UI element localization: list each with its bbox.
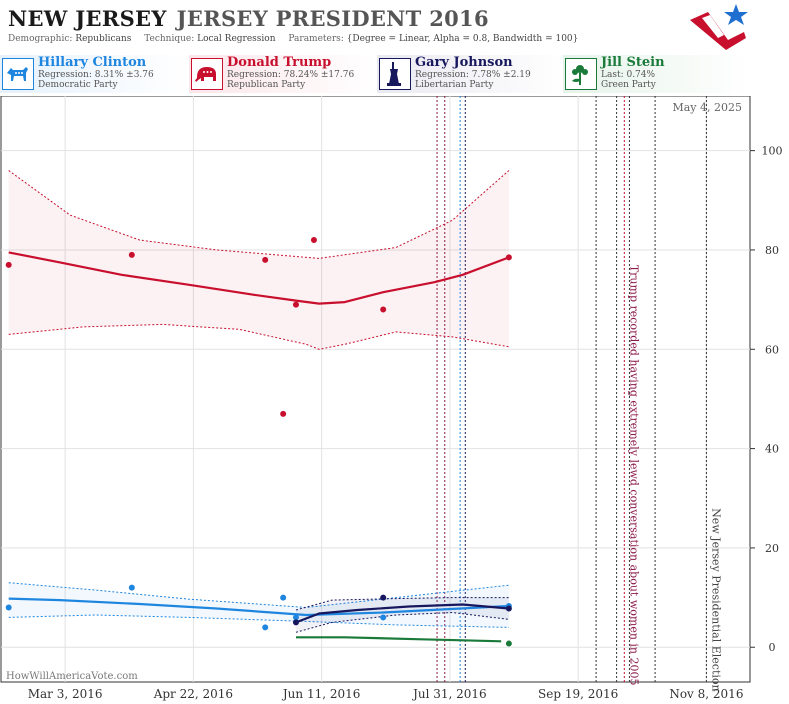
trend-line [296,636,502,643]
demographic-label: Demographic: [8,34,73,44]
x-tick-label: Sep 19, 2016 [538,687,618,701]
annotation-lewd-conversation: Trump recorded having extremely lewd con… [627,265,640,686]
poll-point [262,256,269,263]
page-title: NEW JERSEY JERSEY PRESIDENT 2016 [8,6,489,31]
legend-item-trump[interactable]: Donald Trump Regression: 78.24% ±17.76 R… [189,55,377,93]
poll-point [310,237,317,244]
band-upper-line [295,597,509,611]
band-upper-line [8,170,510,259]
poll-point [292,301,299,308]
poll-point [292,614,299,621]
poll-point [505,605,512,612]
poll-point [280,594,287,601]
x-tick-label: Nov 8, 2016 [669,687,743,701]
poll-point [380,594,387,601]
candidate-party: Republican Party [227,80,306,90]
confidence-band [8,170,509,350]
annotation-election: New Jersey Presidential Election [709,508,722,691]
poll-chart: 0 20 40 60 80 100 Mar 3, 2016 Apr 22, 2016 Jun … [0,96,783,701]
parameters-line: Demographic: Republicans Technique: Loca… [8,34,578,44]
legend-item-stein[interactable]: Jill Stein Last: 0.74% Green Party [563,55,751,93]
watermark: HowWillAmericaVote.com [6,671,138,682]
trend-line [295,603,509,624]
candidate-name: Gary Johnson [415,55,513,70]
poll-point [128,584,135,591]
poll-point [380,614,387,621]
candidate-stat: Regression: 8.31% ±3.76 [38,70,154,80]
x-tick-label: Apr 22, 2016 [153,687,233,701]
technique-value: Local Regression [197,34,276,44]
poll-point [5,604,12,611]
trend-line [8,251,510,305]
technique-label: Technique: [144,34,195,44]
plot-frame [0,96,751,683]
header: NEW JERSEY JERSEY PRESIDENT 2016 Demograp… [0,0,789,52]
candidate-party: Green Party [601,80,656,90]
state-name: NEW JERSEY [8,6,167,31]
race-name: JERSEY PRESIDENT 2016 [176,6,489,31]
trend-lines [8,251,510,643]
poll-point [292,619,299,626]
band-lower-line [8,323,509,350]
candidate-name: Hillary Clinton [38,55,147,70]
flower-icon [565,58,597,90]
parameters-label: Parameters: [288,34,344,44]
band-upper-line [8,582,509,609]
statue-of-liberty-icon [379,58,411,90]
poll-point [505,640,512,647]
x-tick-label: Jul 31, 2016 [411,687,487,701]
poll-point [128,251,135,258]
candidate-stat: Regression: 78.24% ±17.76 [227,70,355,80]
x-tick-label: Jun 11, 2016 [281,687,361,701]
candidate-name: Donald Trump [227,55,332,70]
poll-point [262,624,269,631]
y-tick-label: 20 [765,542,779,555]
elephant-icon [191,58,223,90]
candidate-stat: Regression: 7.78% ±2.19 [415,70,531,80]
poll-point [505,254,512,261]
confidence-band [296,597,509,633]
demographic-value: Republicans [75,34,132,44]
band-lower-line [8,614,509,628]
y-tick-label: 60 [765,343,779,356]
legend-item-clinton[interactable]: Hillary Clinton Regression: 8.31% ±3.76 … [0,55,188,93]
candidate-party: Democratic Party [38,80,118,90]
legend-item-johnson[interactable]: Gary Johnson Regression: 7.78% ±2.19 Lib… [377,55,565,93]
y-axis-ticks: 0 20 40 60 80 100 [750,145,783,654]
candidate-stat: Last: 0.74% [601,70,656,80]
x-axis-ticks: Mar 3, 2016 Apr 22, 2016 Jun 11, 2016 Jul 3… [28,687,744,701]
band-lower-line [295,611,509,633]
trend-line [8,597,509,617]
y-tick-label: 100 [762,145,783,158]
site-logo-icon[interactable] [688,2,750,52]
poll-points [5,237,512,647]
y-tick-label: 0 [769,641,776,654]
donkey-icon [2,58,34,90]
poll-point [280,410,287,417]
poll-point [5,261,12,268]
parameters-value: {Degree = Linear, Alpha = 0.8, Bandwidth… [346,34,579,44]
candidate-party: Libertarian Party [415,80,494,90]
date-stamp: May 4, 2025 [672,101,742,114]
poll-point [380,306,387,313]
y-tick-label: 80 [765,244,779,257]
candidate-legend: Hillary Clinton Regression: 8.31% ±3.76 … [0,55,789,95]
x-tick-label: Mar 3, 2016 [28,687,103,701]
candidate-name: Jill Stein [601,55,665,70]
event-lines [436,96,707,682]
y-tick-label: 40 [765,443,779,456]
